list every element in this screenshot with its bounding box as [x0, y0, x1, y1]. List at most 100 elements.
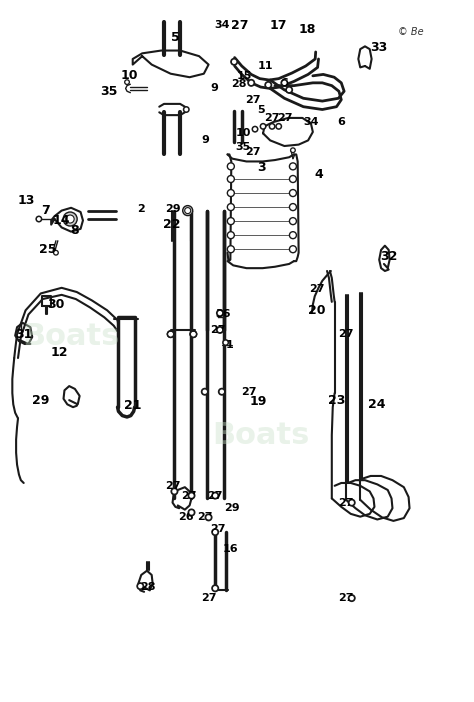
Text: 6: 6 — [337, 117, 345, 127]
Circle shape — [168, 332, 173, 336]
Text: 27: 27 — [338, 329, 354, 339]
Text: 30: 30 — [47, 298, 64, 311]
Circle shape — [290, 190, 296, 197]
Circle shape — [213, 530, 218, 534]
Text: 11: 11 — [258, 61, 273, 71]
Circle shape — [216, 326, 224, 334]
Circle shape — [224, 340, 228, 345]
Text: 27: 27 — [210, 524, 226, 534]
Circle shape — [228, 232, 234, 239]
Text: 12: 12 — [51, 346, 68, 359]
Circle shape — [277, 124, 281, 128]
Circle shape — [185, 208, 191, 213]
Text: Boats: Boats — [22, 322, 120, 352]
Text: 18: 18 — [299, 23, 316, 36]
Text: 5: 5 — [257, 105, 264, 114]
Circle shape — [290, 218, 296, 225]
Circle shape — [228, 218, 234, 225]
Circle shape — [167, 330, 174, 338]
Circle shape — [190, 330, 197, 338]
Text: 27: 27 — [338, 593, 354, 603]
Circle shape — [249, 81, 254, 85]
Circle shape — [228, 176, 234, 183]
Circle shape — [218, 311, 222, 315]
Circle shape — [171, 487, 178, 496]
Circle shape — [292, 149, 294, 152]
Circle shape — [349, 596, 354, 600]
Circle shape — [228, 190, 234, 197]
Circle shape — [183, 106, 190, 113]
Text: 27: 27 — [197, 512, 212, 522]
Circle shape — [228, 163, 234, 170]
Text: 31: 31 — [15, 328, 32, 340]
Text: 25: 25 — [39, 244, 56, 256]
Circle shape — [201, 388, 209, 396]
Text: 17: 17 — [270, 19, 287, 32]
Circle shape — [190, 330, 197, 338]
Text: 8: 8 — [71, 224, 79, 237]
Circle shape — [213, 494, 218, 498]
Circle shape — [228, 204, 234, 211]
Circle shape — [124, 79, 130, 85]
Circle shape — [290, 246, 296, 253]
Text: 27: 27 — [338, 498, 354, 508]
Circle shape — [137, 582, 144, 590]
Circle shape — [228, 246, 234, 253]
Circle shape — [211, 491, 219, 500]
Circle shape — [264, 81, 272, 89]
Text: 27: 27 — [165, 481, 180, 491]
Text: 19: 19 — [249, 395, 266, 408]
Circle shape — [348, 498, 356, 507]
Text: 22: 22 — [163, 218, 180, 231]
Text: 20: 20 — [308, 304, 325, 317]
Circle shape — [184, 107, 188, 112]
Text: 35: 35 — [235, 143, 250, 152]
Circle shape — [282, 81, 287, 85]
Circle shape — [261, 124, 265, 128]
Circle shape — [285, 86, 293, 94]
Circle shape — [252, 126, 258, 133]
Text: 27: 27 — [264, 113, 280, 123]
Text: 13: 13 — [18, 194, 35, 207]
Text: 28: 28 — [232, 79, 247, 89]
Circle shape — [260, 123, 266, 130]
Text: 27: 27 — [181, 491, 196, 501]
Circle shape — [290, 176, 296, 183]
Text: 9: 9 — [210, 84, 218, 93]
Text: 29: 29 — [225, 503, 240, 513]
Text: 21: 21 — [124, 399, 141, 412]
Text: 2: 2 — [137, 204, 145, 214]
Text: 27: 27 — [210, 325, 226, 335]
Text: 15: 15 — [237, 71, 252, 81]
Circle shape — [290, 232, 296, 239]
Text: 27: 27 — [246, 147, 261, 157]
Circle shape — [211, 528, 219, 536]
Circle shape — [37, 217, 41, 221]
Text: 28: 28 — [141, 582, 156, 592]
Text: 34: 34 — [303, 117, 319, 127]
Circle shape — [182, 206, 193, 216]
Circle shape — [232, 60, 237, 64]
Circle shape — [53, 250, 59, 256]
Circle shape — [211, 584, 219, 592]
Circle shape — [213, 586, 218, 590]
Circle shape — [270, 124, 274, 128]
Circle shape — [269, 123, 275, 130]
Text: 27: 27 — [231, 19, 248, 32]
Circle shape — [63, 212, 77, 226]
Text: 27: 27 — [277, 113, 292, 123]
Text: 26: 26 — [178, 512, 193, 522]
Text: 1: 1 — [226, 340, 233, 350]
Circle shape — [36, 216, 42, 223]
Text: 27: 27 — [246, 95, 261, 105]
Circle shape — [191, 332, 196, 336]
Circle shape — [230, 58, 238, 66]
Text: 7: 7 — [41, 204, 50, 217]
Circle shape — [290, 204, 296, 211]
Circle shape — [349, 501, 354, 505]
Circle shape — [191, 332, 196, 336]
Text: 3: 3 — [257, 161, 266, 173]
Circle shape — [218, 388, 226, 396]
Circle shape — [290, 147, 296, 153]
Circle shape — [167, 330, 174, 338]
